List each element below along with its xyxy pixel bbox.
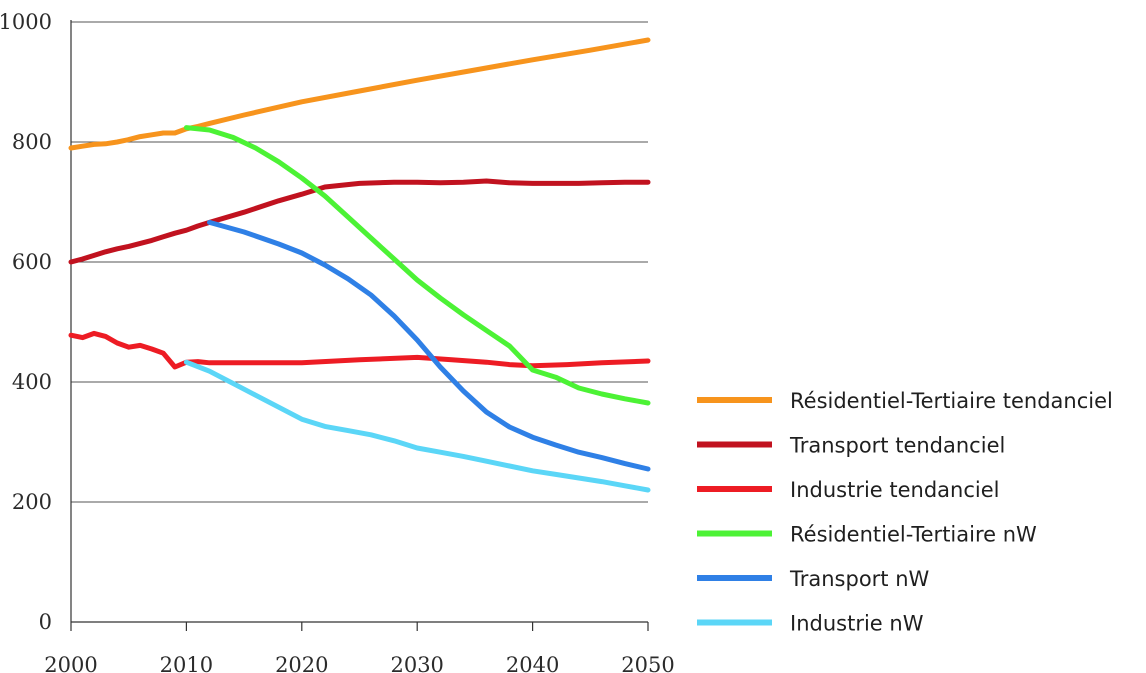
y-tick-label: 200 [12, 490, 52, 514]
series-line-4 [207, 219, 651, 472]
axes: 0 200 400 600 800 1000 2000 2010 2020 2030 2040 205… [0, 10, 675, 673]
legend: Résidentiel-Tertiaire tendanciel Transpor… [697, 389, 1113, 636]
series-line-1 [68, 178, 651, 265]
x-tick-label: 2000 [44, 653, 97, 673]
series-line-2 [68, 330, 651, 370]
series-line-5 [183, 359, 651, 493]
x-tick-label: 2010 [160, 653, 213, 673]
legend-label-5: Industrie nW [790, 612, 924, 636]
y-tick-label: 800 [12, 130, 52, 154]
series-lines [68, 37, 651, 493]
y-tick-label: 400 [12, 370, 52, 394]
x-tick-label: 2050 [621, 653, 674, 673]
series-line-3 [183, 125, 651, 406]
y-tick-label: 600 [12, 250, 52, 274]
legend-label-4: Transport nW [789, 567, 930, 591]
x-tick-label: 2040 [506, 653, 559, 673]
x-tick-label: 2030 [390, 653, 443, 673]
legend-label-0: Résidentiel-Tertiaire tendanciel [790, 389, 1113, 413]
x-tick-label: 2020 [275, 653, 328, 673]
legend-label-3: Résidentiel-Tertiaire nW [790, 523, 1037, 547]
y-tick-label: 0 [39, 610, 52, 634]
series-line-0 [68, 37, 651, 151]
y-tick-label: 1000 [0, 10, 52, 34]
legend-label-2: Industrie tendanciel [790, 478, 1000, 502]
legend-label-1: Transport tendanciel [789, 434, 1005, 458]
gridlines [71, 21, 648, 503]
